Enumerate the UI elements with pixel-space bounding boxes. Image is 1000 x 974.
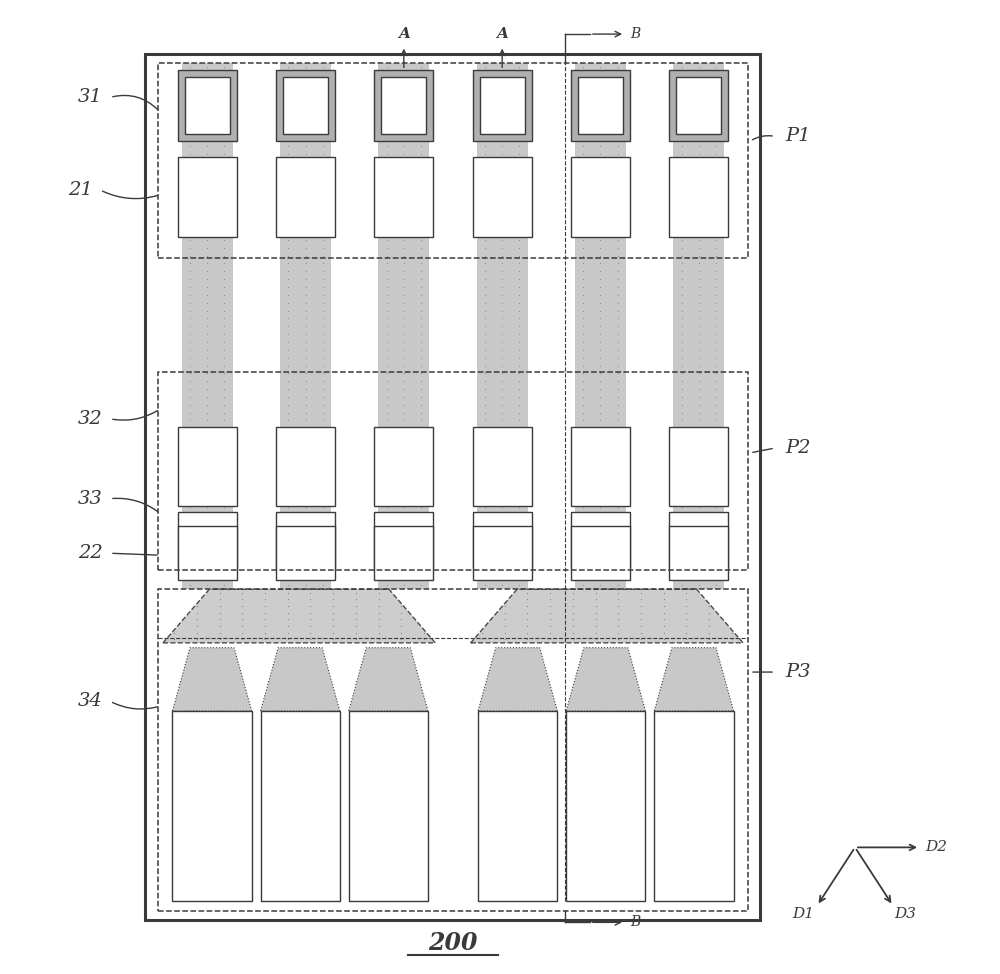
Text: D1: D1 (792, 907, 814, 920)
Bar (182, 63, 233, 589)
Bar (374, 70, 433, 141)
Bar (158, 63, 748, 258)
Text: 22: 22 (78, 544, 102, 562)
Polygon shape (654, 648, 734, 711)
Bar (571, 157, 630, 237)
Bar (178, 526, 237, 580)
Bar (374, 427, 433, 506)
Bar (575, 63, 626, 589)
Bar (669, 427, 728, 506)
Bar (478, 711, 557, 901)
Bar (473, 512, 532, 568)
Bar (378, 63, 429, 589)
Bar (473, 70, 532, 141)
Text: A: A (398, 27, 410, 41)
Bar (283, 77, 328, 134)
Bar (374, 512, 433, 568)
Bar (480, 77, 525, 134)
Polygon shape (471, 589, 743, 643)
Bar (178, 157, 237, 237)
Polygon shape (172, 648, 252, 711)
Bar (158, 589, 748, 911)
Bar (276, 70, 335, 141)
Text: 34: 34 (78, 693, 102, 710)
Bar (571, 427, 630, 506)
Text: 31: 31 (78, 89, 102, 106)
Text: A: A (496, 27, 508, 41)
Text: 21: 21 (68, 181, 92, 199)
Bar (571, 512, 630, 568)
Polygon shape (478, 648, 557, 711)
Bar (276, 526, 335, 580)
Bar (673, 63, 724, 589)
Bar (276, 157, 335, 237)
Bar (473, 526, 532, 580)
Bar (381, 77, 426, 134)
Polygon shape (349, 648, 428, 711)
Text: P2: P2 (785, 439, 810, 457)
Bar (178, 512, 237, 568)
Bar (374, 526, 433, 580)
Bar (578, 77, 623, 134)
Polygon shape (261, 648, 340, 711)
Bar (178, 427, 237, 506)
Bar (571, 70, 630, 141)
Bar (280, 63, 331, 589)
Bar (669, 70, 728, 141)
Text: 33: 33 (78, 490, 102, 507)
Text: D2: D2 (925, 841, 947, 854)
Text: B: B (630, 27, 640, 41)
Bar (473, 427, 532, 506)
Bar (676, 77, 721, 134)
Bar (349, 711, 428, 901)
Text: 32: 32 (78, 410, 102, 428)
Bar (276, 512, 335, 568)
Bar (261, 711, 340, 901)
Text: D3: D3 (894, 907, 916, 920)
Text: 200: 200 (428, 930, 478, 955)
Bar (473, 157, 532, 237)
Bar (178, 70, 237, 141)
Bar (477, 63, 528, 589)
Bar (276, 427, 335, 506)
Bar (669, 512, 728, 568)
Polygon shape (566, 648, 645, 711)
Bar (669, 526, 728, 580)
Bar (172, 711, 252, 901)
Bar (158, 372, 748, 570)
Bar (654, 711, 734, 901)
Bar (566, 711, 645, 901)
Bar (185, 77, 230, 134)
Bar (669, 157, 728, 237)
Text: P1: P1 (785, 128, 810, 145)
Polygon shape (163, 589, 435, 643)
Text: B: B (630, 916, 640, 929)
Text: P3: P3 (785, 663, 810, 681)
Bar (374, 157, 433, 237)
Bar (571, 526, 630, 580)
Bar (145, 54, 760, 920)
